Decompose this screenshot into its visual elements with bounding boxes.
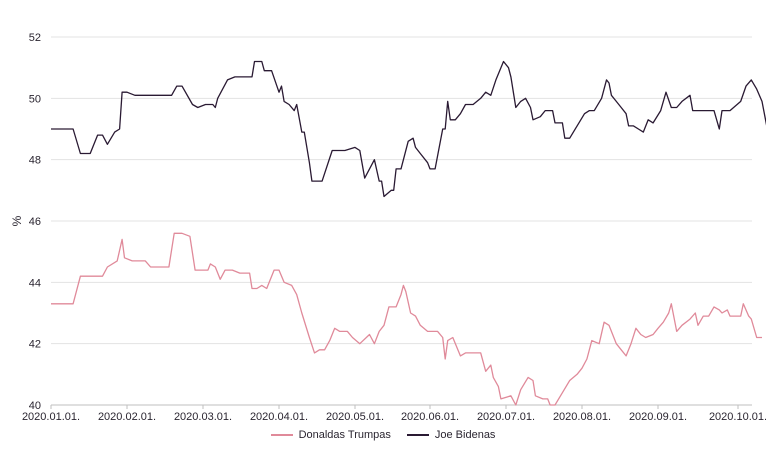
x-tick-label: 2020.06.01. xyxy=(401,411,459,423)
y-tick-label: 40 xyxy=(29,400,41,412)
y-tick-label: 44 xyxy=(29,277,41,289)
x-axis-ticks: 2020.01.01. 2020.02.01. 2020.03.01. 2020.04… xyxy=(22,405,766,423)
gridlines xyxy=(51,36,752,406)
x-tick-label: 2020.01.01. xyxy=(22,411,80,423)
legend-swatch-biden xyxy=(406,434,429,436)
legend-label-biden: Joe Bidenas xyxy=(434,429,496,441)
x-tick-label: 2020.02.01. xyxy=(98,411,156,423)
x-tick-label: 2020.09.01. xyxy=(629,411,687,423)
legend-item-biden: Joe Bidenas xyxy=(406,429,496,441)
y-tick-label: 52 xyxy=(29,32,41,44)
y-axis-ticks: 40 42 44 46 48 50 52 xyxy=(29,32,41,412)
legend-label-trump: Donaldas Trumpas xyxy=(298,429,391,441)
y-tick-label: 42 xyxy=(29,339,41,351)
series-line-biden xyxy=(51,60,766,198)
x-tick-label: 2020.03.01. xyxy=(174,411,232,423)
y-axis-label: % xyxy=(10,215,24,226)
legend-item-trump: Donaldas Trumpas xyxy=(270,429,391,441)
x-tick-label: 2020.04.01. xyxy=(250,411,308,423)
x-tick-label: 2020.05.01. xyxy=(326,411,384,423)
legend: Donaldas Trumpas Joe Bidenas xyxy=(0,429,766,441)
series-line-trump xyxy=(51,232,762,406)
y-tick-label: 50 xyxy=(29,93,41,105)
y-tick-label: 46 xyxy=(29,216,41,228)
x-tick-label: 2020.10.01. xyxy=(709,411,766,423)
x-tick-label: 2020.08.01. xyxy=(553,411,611,423)
legend-swatch-trump xyxy=(270,434,293,436)
x-tick-label: 2020.07.01. xyxy=(477,411,535,423)
series-lines xyxy=(51,60,766,406)
y-tick-label: 48 xyxy=(29,155,41,167)
